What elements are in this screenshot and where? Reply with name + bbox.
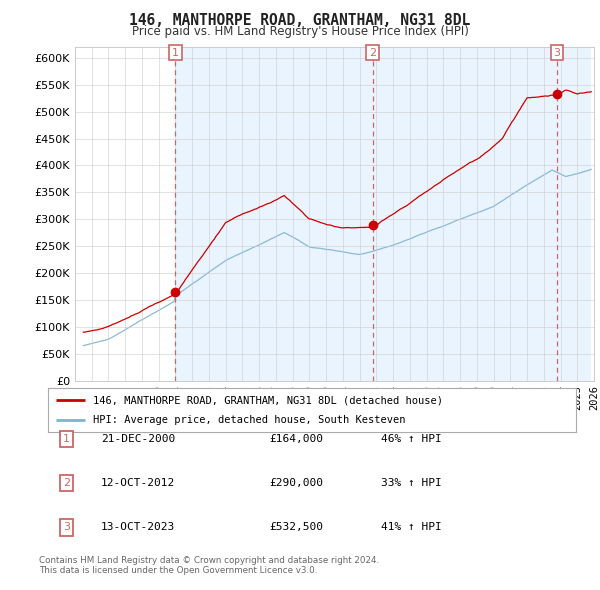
Text: 41% ↑ HPI: 41% ↑ HPI (380, 523, 442, 532)
Text: £532,500: £532,500 (270, 523, 324, 532)
Text: 2: 2 (63, 478, 70, 488)
Text: 13-OCT-2023: 13-OCT-2023 (101, 523, 175, 532)
Text: 3: 3 (554, 48, 560, 58)
Text: 3: 3 (63, 523, 70, 532)
Text: £164,000: £164,000 (270, 434, 324, 444)
Bar (175, 47, 373, 381)
Text: Contains HM Land Registry data © Crown copyright and database right 2024.
This d: Contains HM Land Registry data © Crown c… (39, 556, 379, 575)
Text: £290,000: £290,000 (270, 478, 324, 488)
Text: 2: 2 (369, 48, 376, 58)
Bar (557, 47, 590, 381)
Text: 146, MANTHORPE ROAD, GRANTHAM, NG31 8DL: 146, MANTHORPE ROAD, GRANTHAM, NG31 8DL (130, 13, 470, 28)
Text: Price paid vs. HM Land Registry's House Price Index (HPI): Price paid vs. HM Land Registry's House … (131, 25, 469, 38)
Text: 146, MANTHORPE ROAD, GRANTHAM, NG31 8DL (detached house): 146, MANTHORPE ROAD, GRANTHAM, NG31 8DL … (93, 395, 443, 405)
Text: 1: 1 (63, 434, 70, 444)
Bar (373, 47, 557, 381)
Text: 12-OCT-2012: 12-OCT-2012 (101, 478, 175, 488)
Text: 33% ↑ HPI: 33% ↑ HPI (380, 478, 442, 488)
Text: HPI: Average price, detached house, South Kesteven: HPI: Average price, detached house, Sout… (93, 415, 406, 425)
Text: 46% ↑ HPI: 46% ↑ HPI (380, 434, 442, 444)
Text: 1: 1 (172, 48, 179, 58)
Text: 21-DEC-2000: 21-DEC-2000 (101, 434, 175, 444)
